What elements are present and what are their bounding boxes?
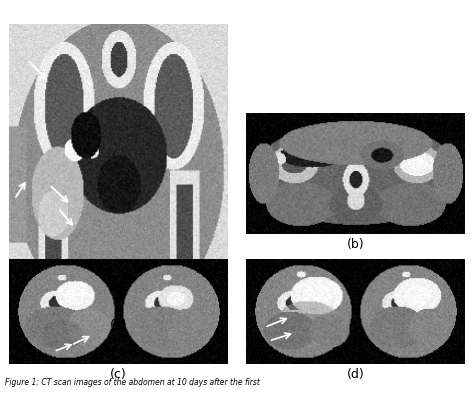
Text: (b): (b) <box>346 238 365 251</box>
Text: Figure 1: CT scan images of the abdomen at 10 days after the first: Figure 1: CT scan images of the abdomen … <box>5 378 260 387</box>
Text: (c): (c) <box>110 368 127 381</box>
Text: (a): (a) <box>110 319 127 332</box>
Text: (d): (d) <box>346 368 365 381</box>
